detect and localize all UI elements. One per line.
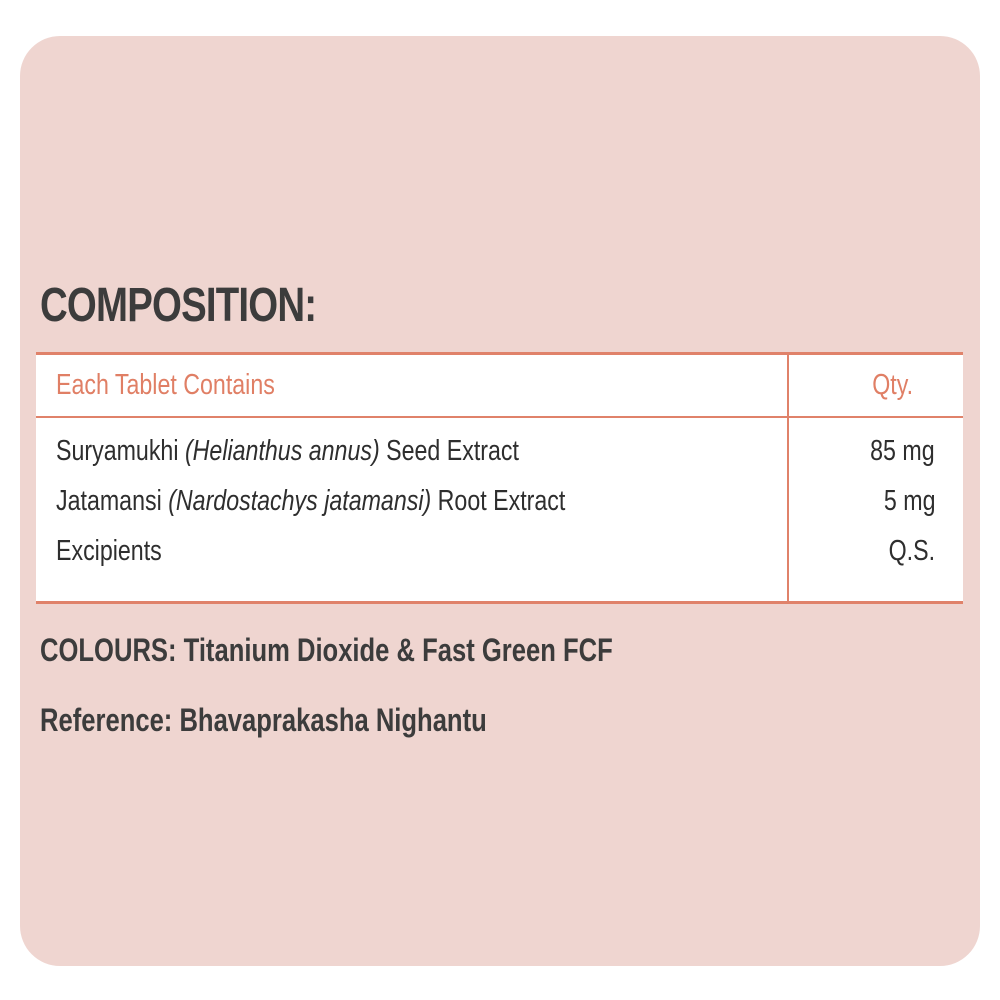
table-row: Jatamansi (Nardostachys jatamansi) Root … — [36, 485, 963, 535]
qty-value: Q.S. — [888, 535, 935, 567]
qty-value: 85 mg — [870, 435, 935, 467]
plant-part: Seed Extract — [386, 435, 519, 467]
qty-cell: Q.S. — [877, 535, 935, 568]
reference-value: : Bhavaprakasha Nighantu — [163, 702, 487, 738]
composition-table: Each Tablet Contains Qty. Suryamukhi (He… — [36, 352, 963, 604]
header-ingredient: Each Tablet Contains — [56, 369, 275, 401]
plant-part: Root Extract — [437, 485, 566, 517]
qty-cell: 85 mg — [854, 435, 935, 468]
qty-value: 5 mg — [883, 485, 935, 517]
colours-value: : Titanium Dioxide & Fast Green FCF — [168, 632, 613, 668]
ingredient-name: Suryamukhi — [56, 435, 179, 467]
table-header: Each Tablet Contains Qty. — [36, 355, 963, 418]
header-qty: Qty. — [872, 369, 913, 401]
table-row: Suryamukhi (Helianthus annus) Seed Extra… — [36, 435, 963, 485]
page-title: COMPOSITION: — [40, 279, 317, 332]
latin-name: (Nardostachys jatamansi) — [168, 485, 432, 517]
ingredient-cell: Jatamansi (Nardostachys jatamansi) Root … — [56, 485, 693, 518]
colours-label: COLOURS — [40, 632, 168, 668]
column-divider — [787, 355, 789, 601]
reference-line: Reference: Bhavaprakasha Nighantu — [40, 702, 598, 739]
reference-label: Reference — [40, 702, 164, 738]
ingredient-cell: Suryamukhi (Helianthus annus) Seed Extra… — [56, 435, 635, 468]
colours-line: COLOURS: Titanium Dioxide & Fast Green F… — [40, 632, 756, 669]
latin-name: (Helianthus annus) — [184, 435, 380, 467]
qty-cell: 5 mg — [871, 485, 935, 518]
ingredient-cell: Excipients — [56, 535, 188, 568]
ingredient-name: Excipients — [56, 535, 162, 567]
ingredient-name: Jatamansi — [56, 485, 162, 517]
table-row: Excipients Q.S. — [36, 535, 963, 585]
